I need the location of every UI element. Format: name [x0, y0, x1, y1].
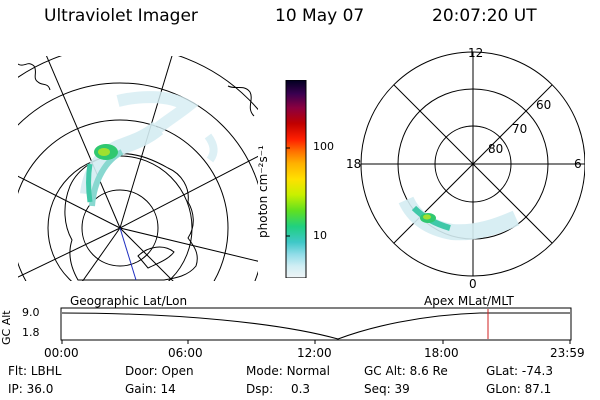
info-seq: Seq: 39	[364, 382, 410, 396]
left-panel-label: Geographic Lat/Lon	[70, 294, 188, 308]
timeline-y-tick-top: 9.0	[22, 306, 40, 319]
info-gc-alt: GC Alt: 8.6 Re	[364, 364, 448, 378]
lat-circle	[47, 155, 193, 281]
time-label: 20:07:20 UT	[432, 6, 537, 26]
colorbar-tick-10: 10	[313, 229, 327, 242]
lon-line	[82, 227, 121, 281]
timeline-x-tick: 18:00	[424, 346, 459, 360]
info-glat: GLat: -74.3	[486, 364, 553, 378]
mlt-label-right: 6	[574, 157, 582, 171]
info-ip: IP: 36.0	[8, 382, 54, 396]
lon-line	[119, 227, 258, 262]
coastline	[18, 63, 51, 91]
coastline	[227, 85, 255, 117]
lat-circle	[18, 119, 229, 281]
info-gain: Gain: 14	[125, 382, 176, 396]
info-dsp: Dsp: 0.3	[246, 382, 311, 396]
timeline-x-tick: 06:00	[168, 346, 203, 360]
aurora-oval	[398, 196, 520, 241]
timeline-x-tick: 12:00	[297, 346, 332, 360]
lon-line	[119, 155, 258, 229]
altitude-curve	[61, 312, 570, 340]
lon-line	[119, 227, 174, 281]
geographic-map	[18, 56, 258, 281]
timeline-x-tick: 00:00	[44, 346, 79, 360]
timeline-y-tick-bottom: 1.8	[22, 326, 40, 339]
lat-circle	[81, 189, 159, 267]
info-glon: GLon: 87.1	[486, 382, 552, 396]
continent-outline	[137, 246, 175, 269]
aurora-emission	[80, 91, 218, 281]
lat-circle	[18, 82, 258, 281]
mlat-label-70: 70	[512, 122, 528, 136]
info-filter: Flt: LBHL	[8, 364, 62, 378]
lon-line	[18, 175, 121, 229]
mlat-label-60: 60	[536, 98, 552, 112]
altitude-timeline	[60, 307, 572, 344]
lon-line	[45, 56, 121, 229]
date-label: 10 May 07	[275, 6, 365, 26]
colorbar	[285, 80, 307, 278]
mlt-label-left: 18	[346, 157, 362, 171]
colorbar-tick-100: 100	[313, 140, 334, 153]
mlat-label-80: 80	[488, 142, 504, 156]
info-mode: Mode: Normal	[246, 364, 330, 378]
mlt-label-top: 12	[468, 46, 484, 60]
colorbar-label: photon cm⁻²s⁻¹	[256, 145, 270, 238]
info-door: Door: Open	[125, 364, 194, 378]
timeline-x-tick: 23:59	[550, 346, 585, 360]
timeline-y-label: GC Alt	[0, 310, 13, 345]
lon-line	[18, 227, 121, 278]
continent-outline	[64, 153, 198, 281]
right-panel-label: Apex MLat/MLT	[424, 294, 514, 308]
magnetic-polar-plot	[360, 51, 585, 277]
mlt-label-bottom: 0	[469, 277, 477, 291]
instrument-title: Ultraviolet Imager	[44, 6, 198, 26]
